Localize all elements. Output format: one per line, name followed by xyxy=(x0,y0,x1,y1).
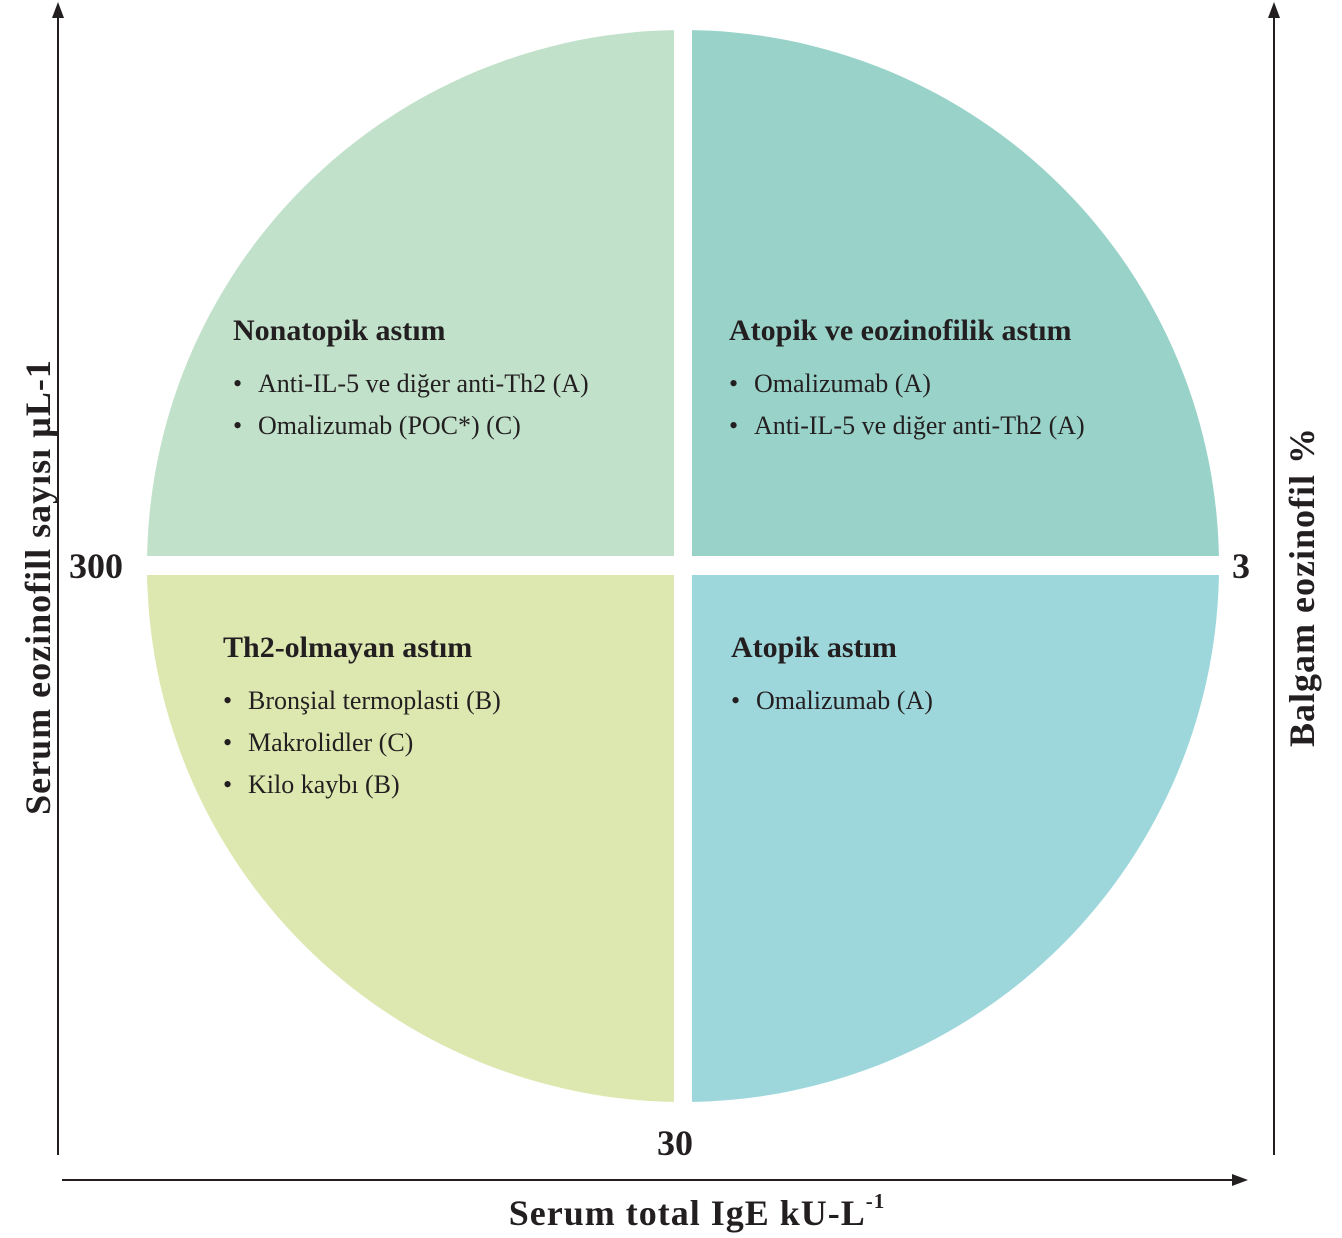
left-threshold-value: 300 xyxy=(69,546,123,586)
bottom-axis-label-superscript: -1 xyxy=(865,1189,886,1213)
bottom-threshold-value: 30 xyxy=(657,1123,693,1163)
treatment-item: • Omalizumab (A) xyxy=(729,363,1085,405)
treatment-text: Omalizumab (POC*) (C) xyxy=(258,411,521,440)
quadrant-bottom-right-shape xyxy=(692,575,1219,1102)
bullet-icon: • xyxy=(731,686,741,715)
bullet-icon: • xyxy=(729,411,739,440)
quadrant-atopic-eosinophilic: Atopik ve eozinofilik astım • Omalizumab … xyxy=(729,313,1085,447)
right-threshold-value: 3 xyxy=(1232,546,1250,586)
bullet-icon: • xyxy=(233,369,243,398)
treatment-text: Makrolidler (C) xyxy=(248,728,414,757)
bullet-icon: • xyxy=(223,728,233,757)
treatment-list: • Omalizumab (A) • Anti-IL-5 ve diğer anti-… xyxy=(729,363,1085,447)
treatment-text: Omalizumab (A) xyxy=(754,369,931,398)
bottom-axis-label-text: Serum total IgE kU-L xyxy=(508,1193,866,1233)
bullet-icon: • xyxy=(233,411,243,440)
quadrant-non-th2: Th2-olmayan astım • Bronşial termoplasti … xyxy=(223,630,501,806)
left-axis-label: Serum eozinofill sayısı µL-1 xyxy=(18,359,58,815)
quadrant-title: Th2-olmayan astım xyxy=(223,631,473,664)
treatment-text: Omalizumab (A) xyxy=(756,686,933,715)
quadrant-title: Nonatopik astım xyxy=(233,314,446,347)
treatment-item: • Omalizumab (A) xyxy=(731,680,933,722)
treatment-item: • Bronşial termoplasti (B) xyxy=(223,680,501,722)
treatment-item: • Kilo kaybı (B) xyxy=(223,764,501,806)
quadrant-top-right-shape xyxy=(692,30,1219,556)
right-axis-arrow xyxy=(1268,2,1280,18)
bottom-axis-arrow xyxy=(1232,1174,1248,1186)
right-axis-label: Balgam eozinofil % xyxy=(1282,427,1322,747)
treatment-list: • Omalizumab (A) xyxy=(731,680,933,722)
treatment-text: Anti-IL-5 ve diğer anti-Th2 (A) xyxy=(258,369,589,398)
quadrant-bottom-left-shape xyxy=(147,575,674,1102)
bullet-icon: • xyxy=(729,369,739,398)
treatment-text: Bronşial termoplasti (B) xyxy=(248,686,501,715)
treatment-item: • Omalizumab (POC*) (C) xyxy=(233,405,589,447)
bullet-icon: • xyxy=(223,770,233,799)
left-axis-arrow xyxy=(52,2,64,18)
quadrant-atopic: Atopik astım • Omalizumab (A) xyxy=(731,630,933,722)
treatment-text: Anti-IL-5 ve diğer anti-Th2 (A) xyxy=(754,411,1085,440)
treatment-item: • Makrolidler (C) xyxy=(223,722,501,764)
bottom-axis-label: Serum total IgE kU-L-1 xyxy=(508,1189,886,1234)
quadrant-title: Atopik ve eozinofilik astım xyxy=(729,314,1072,347)
treatment-text: Kilo kaybı (B) xyxy=(248,770,400,799)
treatment-item: • Anti-IL-5 ve diğer anti-Th2 (A) xyxy=(233,363,589,405)
quadrant-nonatopic: Nonatopik astım • Anti-IL-5 ve diğer anti… xyxy=(233,313,589,447)
bullet-icon: • xyxy=(223,686,233,715)
treatment-item: • Anti-IL-5 ve diğer anti-Th2 (A) xyxy=(729,405,1085,447)
treatment-list: • Anti-IL-5 ve diğer anti-Th2 (A) • Omalizu… xyxy=(233,363,589,447)
quadrant-title: Atopik astım xyxy=(731,631,897,664)
treatment-list: • Bronşial termoplasti (B) • Makrolidler (C… xyxy=(223,680,501,806)
quadrant-top-left-shape xyxy=(147,30,674,556)
